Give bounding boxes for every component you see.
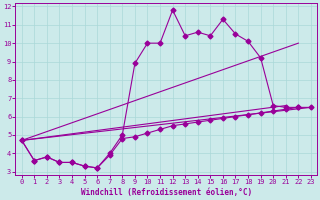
X-axis label: Windchill (Refroidissement éolien,°C): Windchill (Refroidissement éolien,°C): [81, 188, 252, 197]
